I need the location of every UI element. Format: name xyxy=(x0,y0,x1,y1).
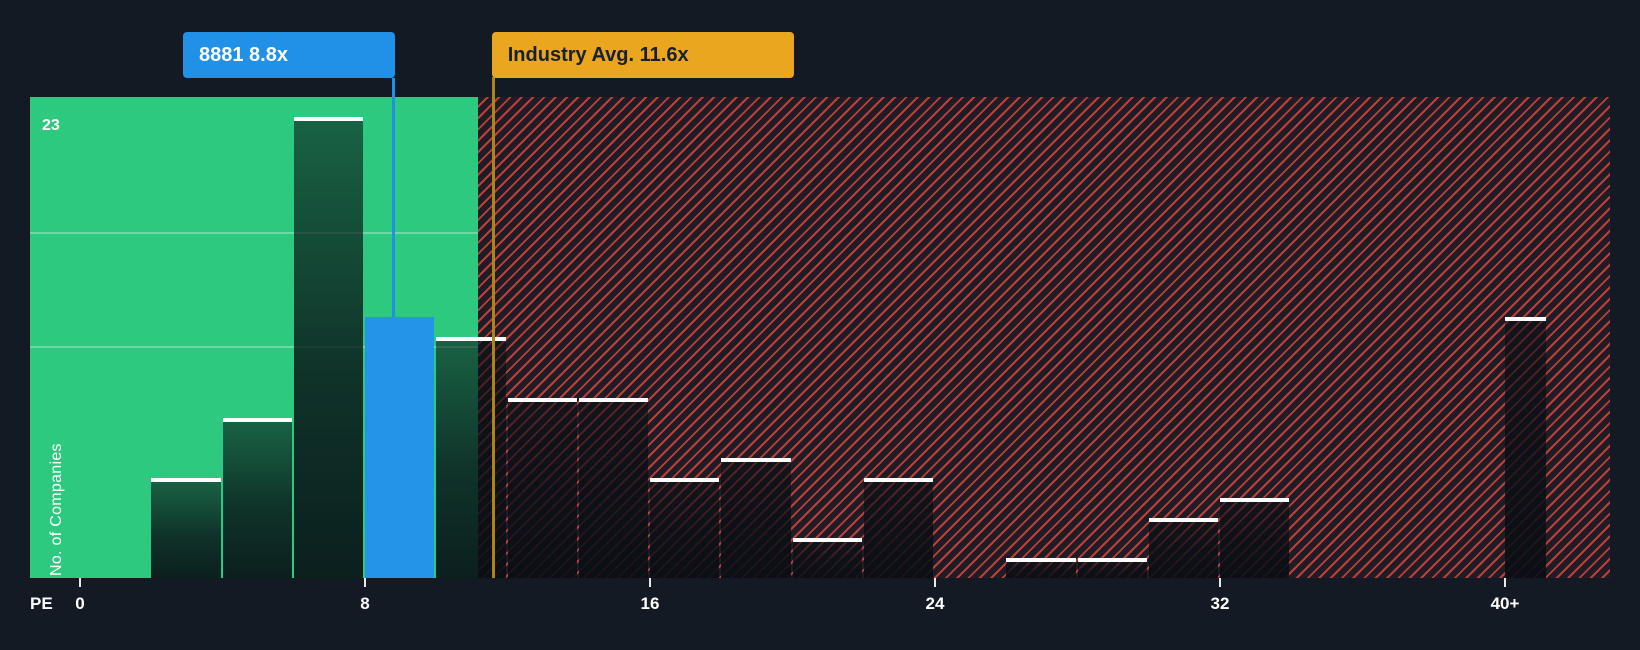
histogram-bar[interactable] xyxy=(1220,497,1290,578)
industry-average-line xyxy=(491,77,495,578)
histogram-bar[interactable] xyxy=(721,457,791,578)
histogram-bar[interactable] xyxy=(1077,557,1147,578)
x-axis-tick-label: 0 xyxy=(75,594,85,613)
industry-tooltip-label: Industry Avg. 11.6x xyxy=(507,43,689,66)
histogram-bar[interactable] xyxy=(1148,517,1218,578)
histogram-bar[interactable] xyxy=(222,417,292,578)
x-axis-tick-label: 32 xyxy=(1210,594,1230,613)
histogram-bar[interactable] xyxy=(1505,317,1546,578)
histogram-bar[interactable] xyxy=(863,477,933,578)
histogram-bars xyxy=(30,97,1610,578)
histogram-bar[interactable] xyxy=(436,337,506,578)
x-axis-tick xyxy=(649,578,651,587)
gridline xyxy=(30,346,478,348)
histogram-bar[interactable] xyxy=(293,117,363,578)
y-axis-title: No. of Companies xyxy=(48,443,65,576)
x-axis-tick xyxy=(1219,578,1221,587)
x-axis-tick-label: 8 xyxy=(360,594,370,613)
x-axis-title: PE xyxy=(30,594,53,613)
x-axis-tick-label: 16 xyxy=(640,594,660,613)
x-axis-tick-label: 40+ xyxy=(1490,594,1520,613)
y-max-label: 23 xyxy=(42,117,60,134)
x-axis-tick xyxy=(79,578,81,587)
industry-average-tooltip[interactable]: Industry Avg. 11.6x xyxy=(491,32,794,78)
histogram-bar[interactable] xyxy=(650,477,720,578)
histogram-bar[interactable] xyxy=(151,477,221,578)
histogram-bar[interactable] xyxy=(507,397,577,578)
company-histogram-bar[interactable] xyxy=(365,317,435,578)
gridline xyxy=(30,232,478,234)
x-axis-tick xyxy=(934,578,936,587)
company-tooltip[interactable]: 8881 8.8x xyxy=(183,32,395,78)
histogram-bar[interactable] xyxy=(578,397,648,578)
company-marker-line xyxy=(392,78,395,318)
company-tooltip-label: 8881 8.8x xyxy=(199,43,288,66)
histogram-bar[interactable] xyxy=(1006,557,1076,578)
plot-area: 23 No. of Companies xyxy=(30,97,1610,578)
histogram-bar[interactable] xyxy=(792,537,862,578)
x-axis-tick-label: 24 xyxy=(925,594,945,613)
x-axis-tick xyxy=(1504,578,1506,587)
x-axis-tick xyxy=(364,578,366,587)
